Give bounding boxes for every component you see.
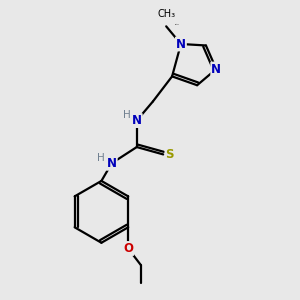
Text: N: N — [176, 38, 186, 50]
Text: H: H — [97, 153, 104, 163]
Text: CH₃: CH₃ — [157, 9, 175, 19]
Text: N: N — [211, 62, 221, 76]
Text: S: S — [166, 148, 174, 161]
Text: N: N — [107, 157, 117, 170]
Text: H: H — [124, 110, 131, 120]
Text: N: N — [132, 114, 142, 127]
Text: methyl: methyl — [163, 17, 167, 18]
Text: O: O — [123, 242, 133, 255]
Text: methyl: methyl — [175, 23, 180, 25]
